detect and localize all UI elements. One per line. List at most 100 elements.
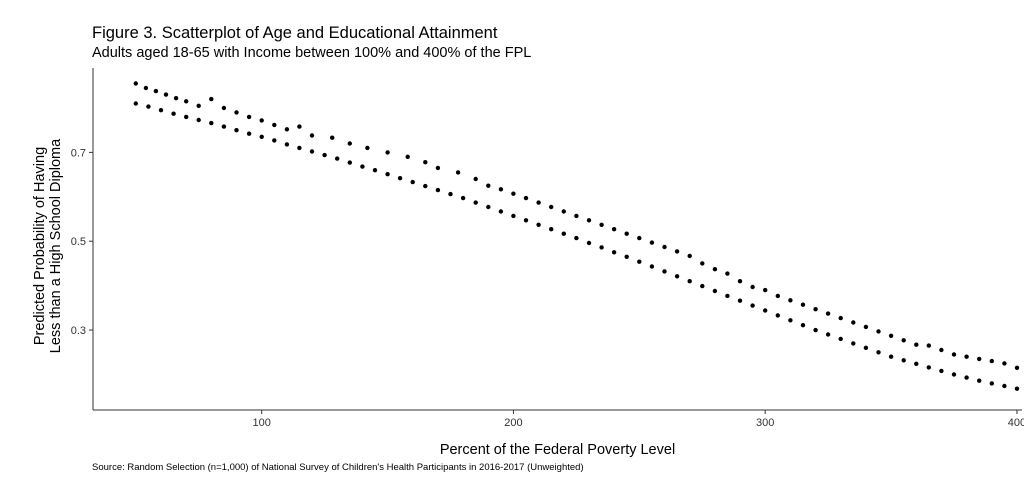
data-point [624, 254, 629, 259]
data-point [511, 213, 516, 219]
data-point [246, 131, 252, 136]
data-point [460, 195, 466, 201]
y-axis-ticks: 0.3 0.5 0.7 [71, 147, 93, 337]
data-point [234, 128, 239, 133]
data-point [473, 176, 478, 182]
data-point [1002, 383, 1007, 389]
data-point [163, 92, 169, 97]
data-point [209, 120, 214, 126]
data-point [360, 164, 365, 169]
data-point [309, 149, 315, 154]
data-point [498, 209, 504, 214]
data-point [586, 218, 592, 223]
data-point [725, 271, 730, 276]
data-point [234, 110, 239, 115]
data-point [825, 332, 831, 337]
data-point [989, 358, 994, 364]
x-tick-label: 300 [756, 417, 774, 429]
data-point [347, 160, 352, 165]
x-tick-label: 200 [504, 417, 522, 429]
data-point [143, 85, 149, 91]
data-point [1002, 361, 1007, 366]
data-point [637, 235, 642, 241]
data-point [448, 191, 453, 197]
data-point [435, 187, 441, 193]
data-point [901, 338, 906, 343]
data-point [800, 302, 806, 307]
data-point [876, 329, 881, 334]
data-point [788, 298, 793, 303]
data-point [561, 209, 566, 214]
data-point [284, 127, 290, 132]
data-point [536, 200, 541, 205]
y-tick-label: 0.3 [71, 325, 86, 337]
data-point [498, 187, 504, 192]
data-point [750, 284, 755, 290]
data-point [486, 183, 491, 188]
data-point [863, 324, 869, 330]
data-point [272, 122, 277, 128]
data-point [309, 133, 315, 138]
data-point [700, 283, 705, 289]
data-point [574, 213, 579, 219]
data-point [423, 160, 428, 165]
data-point [259, 118, 264, 123]
y-tick-label: 0.7 [71, 147, 86, 159]
x-axis-ticks: 100 200 300 400 [253, 410, 1024, 429]
data-point [712, 267, 718, 272]
data-point [330, 135, 335, 140]
data-point [662, 244, 667, 250]
x-tick-label: 100 [253, 417, 271, 429]
data-point [196, 117, 201, 123]
y-tick-label: 0.5 [71, 236, 86, 248]
data-point [435, 165, 441, 171]
data-point [989, 381, 994, 386]
data-point [825, 311, 831, 316]
data-point [951, 352, 957, 357]
data-point [674, 274, 680, 279]
data-point [964, 354, 969, 359]
data-point [523, 218, 529, 223]
data-point [405, 154, 410, 159]
data-point [649, 240, 655, 245]
data-point [385, 172, 390, 177]
data-point [1014, 365, 1020, 370]
data-point [977, 356, 982, 362]
chart-subtitle: Adults aged 18-65 with Income between 10… [92, 45, 532, 61]
data-point [272, 138, 277, 143]
data-point [851, 320, 856, 325]
data-point [385, 150, 390, 155]
data-point [153, 88, 159, 94]
data-point [133, 101, 138, 106]
data-point [158, 108, 164, 113]
data-point [939, 368, 944, 374]
data-point [637, 259, 642, 264]
data-point [813, 327, 818, 333]
data-point [951, 372, 957, 377]
data-point [763, 308, 768, 313]
data-point [914, 342, 919, 347]
chart-title: Figure 3. Scatterplot of Age and Educati… [92, 24, 498, 42]
axes [92, 68, 1022, 411]
data-point [788, 318, 793, 323]
data-point [926, 365, 931, 370]
data-point [335, 156, 340, 161]
data-point [322, 152, 327, 158]
data-point [611, 227, 617, 232]
data-point [737, 298, 743, 303]
data-point [561, 231, 566, 236]
data-point [712, 288, 718, 294]
data-point [259, 134, 264, 139]
data-point [888, 333, 894, 338]
data-point [649, 264, 655, 269]
data-point [574, 235, 579, 241]
data-point [184, 99, 189, 104]
data-point [171, 111, 176, 116]
data-point [851, 341, 856, 346]
data-point [750, 303, 755, 308]
data-point [297, 145, 302, 151]
data-point [611, 250, 617, 255]
source-note: Source: Random Selection (n=1,000) of Na… [92, 462, 584, 473]
data-point [725, 293, 730, 299]
